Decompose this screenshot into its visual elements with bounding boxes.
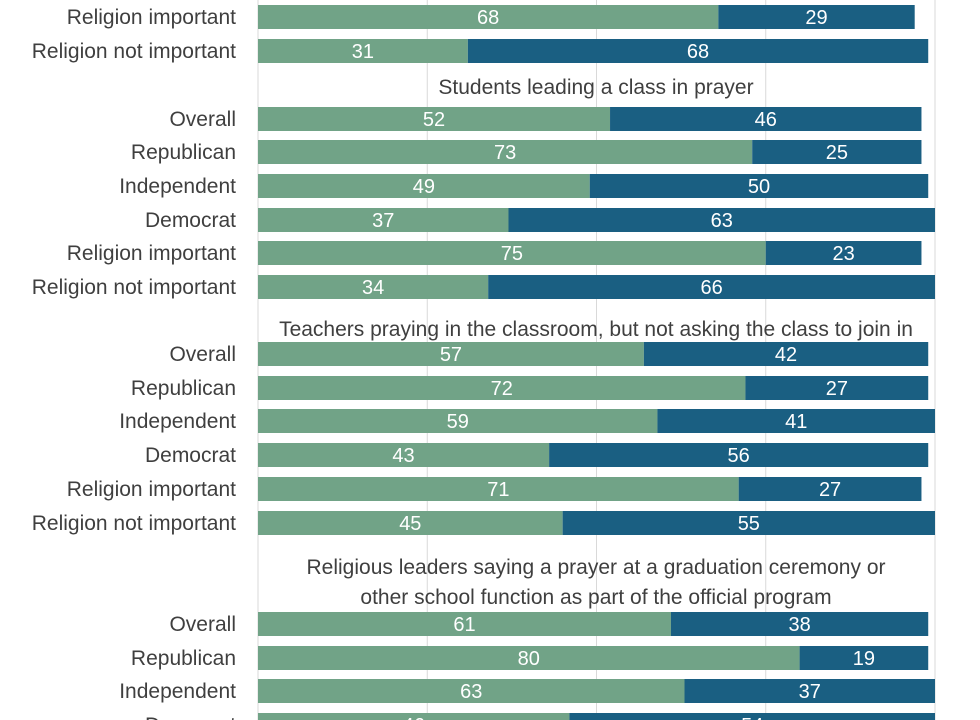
data-label: 19: [853, 648, 875, 670]
data-label: 37: [799, 681, 821, 703]
bar-segment-disapprove: [765, 241, 922, 265]
bar-segment-approve: [258, 107, 611, 131]
bar-segment-disapprove: [752, 140, 922, 164]
data-label: 25: [826, 142, 848, 164]
data-label: 73: [494, 142, 516, 164]
data-label: 43: [392, 445, 414, 467]
bar-segment-disapprove: [745, 376, 929, 400]
bar-segment-disapprove: [589, 174, 929, 198]
bar-segment-approve: [258, 713, 570, 720]
bar-segment-disapprove: [488, 275, 935, 299]
bar-segment-approve: [258, 612, 671, 636]
category-label: Religion important: [67, 6, 236, 29]
bar-segment-approve: [258, 208, 509, 232]
data-label: 63: [711, 210, 733, 232]
category-label: Religion not important: [32, 276, 236, 299]
data-label: 66: [700, 277, 722, 299]
data-label: 37: [372, 210, 394, 232]
data-label: 50: [748, 176, 770, 198]
data-label: 52: [423, 109, 445, 131]
data-label: 63: [460, 681, 482, 703]
category-label: Overall: [169, 613, 236, 636]
category-label: Religion not important: [32, 512, 236, 535]
bar-segment-approve: [258, 5, 719, 29]
data-label: 46: [755, 109, 777, 131]
bar-segment-approve: [258, 511, 563, 535]
bar-segment-disapprove: [718, 5, 915, 29]
data-label: 72: [491, 378, 513, 400]
category-label: Independent: [119, 175, 236, 198]
bar-segment-approve: [258, 275, 489, 299]
data-label: 61: [453, 614, 475, 636]
category-label: Democrat: [145, 714, 236, 720]
data-label: 27: [826, 378, 848, 400]
data-label: 29: [805, 7, 827, 29]
section-title: Students leading a class in prayer: [438, 76, 753, 99]
data-label: 27: [819, 479, 841, 501]
data-label: 38: [788, 614, 810, 636]
bar-segment-disapprove: [684, 679, 935, 703]
bar-segment-disapprove: [467, 39, 929, 63]
data-label: 68: [687, 41, 709, 63]
category-label: Republican: [131, 647, 236, 670]
data-label: 46: [403, 715, 425, 720]
category-label: Democrat: [145, 444, 236, 467]
bar-segment-disapprove: [610, 107, 922, 131]
bar-segment-approve: [258, 241, 766, 265]
category-label: Religion important: [67, 242, 236, 265]
bar-segment-disapprove: [738, 477, 922, 501]
bar-segment-disapprove: [569, 713, 935, 720]
category-label: Religion important: [67, 478, 236, 501]
bar-segment-approve: [258, 443, 550, 467]
bar-segment-disapprove: [657, 409, 935, 433]
bar-segment-approve: [258, 477, 739, 501]
bar-segment-approve: [258, 39, 468, 63]
category-label: Republican: [131, 141, 236, 164]
data-label: 23: [832, 243, 854, 265]
bar-segment-approve: [258, 342, 644, 366]
category-label: Democrat: [145, 209, 236, 232]
data-label: 56: [728, 445, 750, 467]
section-title: Religious leaders saying a prayer at a g…: [307, 556, 886, 579]
section-title: Teachers praying in the classroom, but n…: [279, 318, 913, 341]
bar-segment-approve: [258, 376, 746, 400]
bar-segment-approve: [258, 409, 658, 433]
section-title: other school function as part of the off…: [360, 586, 831, 609]
data-label: 49: [413, 176, 435, 198]
bar-segment-approve: [258, 646, 800, 670]
data-label: 41: [785, 411, 807, 433]
bar-segment-approve: [258, 679, 685, 703]
data-label: 34: [362, 277, 384, 299]
bar-segment-approve: [258, 140, 753, 164]
data-label: 71: [487, 479, 509, 501]
data-label: 68: [477, 7, 499, 29]
bar-segment-disapprove: [508, 208, 935, 232]
category-label: Independent: [119, 410, 236, 433]
bar-segment-disapprove: [562, 511, 935, 535]
data-label: 75: [501, 243, 523, 265]
category-label: Religion not important: [32, 40, 236, 63]
data-label: 45: [399, 513, 421, 535]
category-label: Overall: [169, 343, 236, 366]
bar-segment-disapprove: [799, 646, 929, 670]
data-label: 55: [738, 513, 760, 535]
category-label: Republican: [131, 377, 236, 400]
bar-segment-approve: [258, 174, 590, 198]
data-label: 59: [447, 411, 469, 433]
bar-segment-disapprove: [549, 443, 929, 467]
bar-segment-disapprove: [643, 342, 929, 366]
data-label: 31: [352, 41, 374, 63]
category-label: Independent: [119, 680, 236, 703]
data-label: 42: [775, 344, 797, 366]
bar-segment-disapprove: [670, 612, 929, 636]
data-label: 54: [741, 715, 763, 720]
data-label: 57: [440, 344, 462, 366]
category-label: Overall: [169, 108, 236, 131]
data-label: 80: [518, 648, 540, 670]
